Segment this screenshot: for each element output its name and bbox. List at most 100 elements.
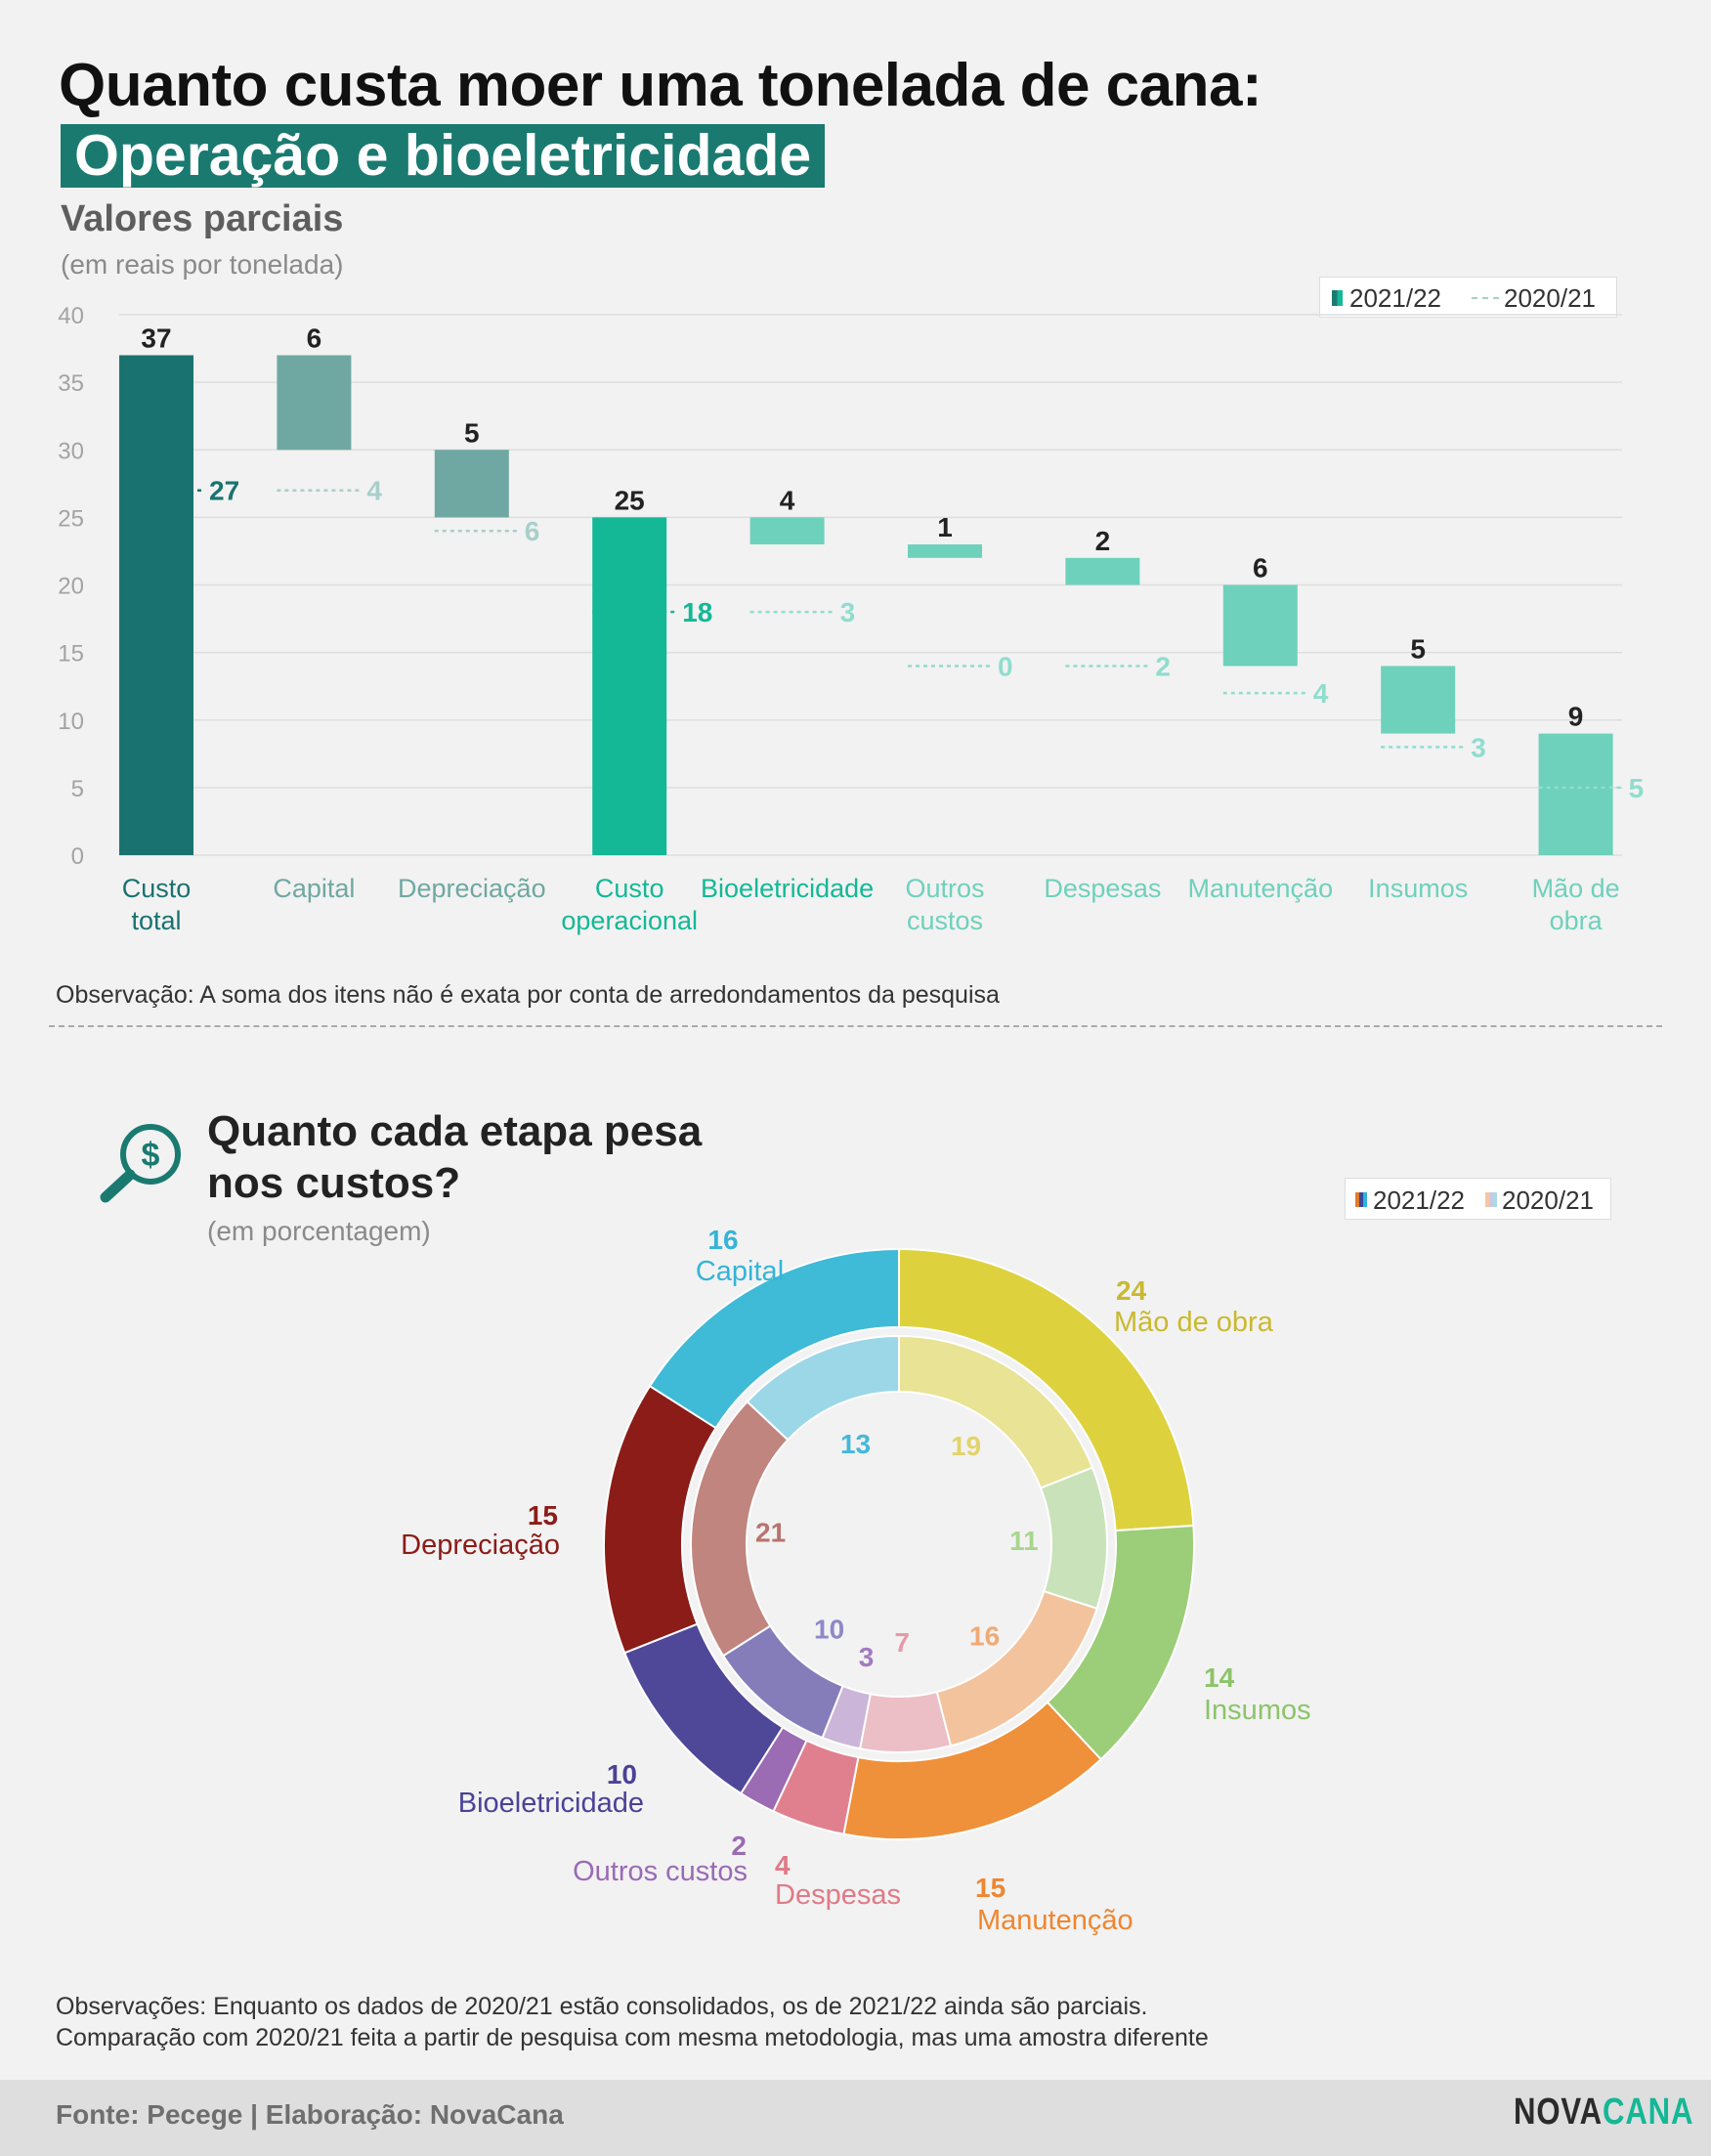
y-tick-label: 40 (58, 303, 84, 329)
donut-slice (858, 1690, 953, 1753)
x-tick-label: Capital (273, 874, 355, 903)
data-label: 37 (141, 323, 171, 353)
inner-value-label: 19 (951, 1431, 981, 1461)
y-tick-label: 15 (58, 641, 84, 668)
section2-unit: (em porcentagem) (207, 1216, 431, 1246)
legend-swatch-current (1332, 290, 1343, 306)
x-tick-label: Despesas (1044, 874, 1161, 903)
data-label: 6 (1253, 553, 1268, 583)
legend-label-previous: 2020/21 (1504, 283, 1596, 313)
section1-note: Observação: A soma dos itens não é exata… (56, 981, 1000, 1009)
x-tick-label: obra (1550, 906, 1604, 935)
legend-swatch-current (1355, 1192, 1367, 1207)
category-label: Mão de obra (1114, 1307, 1274, 1338)
data-label: 1 (937, 512, 953, 542)
outer-value-label: 24 (1116, 1275, 1147, 1306)
x-tick-label: Custo (122, 874, 192, 903)
bar (1222, 584, 1298, 667)
x-tick-label: Custo (595, 874, 664, 903)
section-divider (49, 1025, 1662, 1027)
previous-value-label: 18 (682, 597, 712, 627)
category-label: Outros custos (573, 1856, 748, 1887)
bar (119, 355, 193, 855)
previous-value-label: 5 (1629, 773, 1645, 803)
section1-unit: (em reais por tonelada) (61, 249, 344, 280)
category-label: Insumos (1204, 1695, 1311, 1726)
section1-heading: Valores parciais (61, 198, 344, 239)
bar (908, 544, 982, 558)
data-label: 5 (1410, 633, 1426, 664)
y-tick-label: 30 (58, 438, 84, 464)
category-label: Manutenção (977, 1905, 1134, 1936)
outer-value-label: 14 (1204, 1662, 1235, 1693)
data-label: 2 (1095, 526, 1111, 556)
previous-value-label: 2 (1155, 651, 1171, 681)
bar (749, 517, 825, 545)
data-label: 6 (307, 323, 322, 353)
data-label: 4 (780, 485, 795, 515)
inner-value-label: 21 (755, 1518, 786, 1548)
x-tick-label: Mão de (1532, 874, 1620, 903)
inner-value-label: 11 (1009, 1526, 1039, 1556)
outer-value-label: 10 (607, 1759, 637, 1789)
x-tick-label: Outros (905, 874, 984, 903)
bar (277, 355, 352, 451)
legend-swatch-previous (1485, 1192, 1497, 1207)
legend-label-current: 2021/22 (1373, 1186, 1465, 1215)
bar (1538, 733, 1613, 855)
legend-donut: 2021/22 2020/21 (1345, 1178, 1611, 1220)
previous-value-label: 0 (998, 651, 1013, 681)
data-label: 9 (1568, 702, 1584, 732)
bar (434, 450, 509, 518)
bar (1065, 557, 1140, 585)
donut-slice (898, 1247, 1195, 1532)
brand-part1: NOVA (1514, 2091, 1603, 2133)
y-tick-label: 5 (71, 776, 84, 802)
section2-note-line2: Comparação com 2020/21 feita a partir de… (56, 2024, 1209, 2051)
inner-value-label: 10 (814, 1614, 844, 1644)
svg-text:$: $ (142, 1137, 160, 1174)
x-tick-label: Bioeletricidade (701, 874, 874, 903)
outer-value-label: 4 (775, 1850, 791, 1880)
section2-note-line1: Observações: Enquanto os dados de 2020/2… (56, 1993, 1148, 2020)
legend-waterfall: 2021/22 2020/21 (1319, 277, 1617, 318)
x-tick-label: operacional (561, 906, 698, 935)
x-tick-label: total (131, 906, 181, 935)
chart-subtitle: Operação e bioeletricidade (74, 123, 812, 188)
outer-value-label: 2 (731, 1831, 747, 1861)
y-tick-label: 35 (58, 370, 84, 397)
y-tick-label: 20 (58, 574, 84, 600)
inner-value-label: 3 (859, 1642, 875, 1672)
donut-slice (648, 1247, 900, 1430)
previous-value-label: 4 (366, 476, 382, 506)
waterfall-chart: 05101520253035403727Custototal64Capital5… (58, 303, 1645, 935)
inner-value-label: 7 (894, 1627, 910, 1658)
x-tick-label: Insumos (1368, 874, 1468, 903)
inner-value-label: 13 (840, 1429, 871, 1459)
brand-logo: NOVACANA (1514, 2091, 1693, 2134)
section2-heading: Quanto cada etapa pesa nos custos? (207, 1107, 703, 1207)
x-tick-label: Depreciação (398, 874, 546, 903)
subtitle-banner: Operação e bioeletricidade (61, 123, 826, 188)
data-label: 5 (464, 417, 480, 448)
outer-value-label: 15 (528, 1500, 558, 1531)
x-tick-label: Manutenção (1187, 874, 1333, 903)
category-label: Capital (696, 1256, 784, 1287)
donut-slice (746, 1334, 900, 1442)
section2-note: Observações: Enquanto os dados de 2020/2… (56, 1991, 1209, 2053)
source-credit: Fonte: Pecege | Elaboração: NovaCana (56, 2099, 564, 2130)
legend-swatch-previous (1472, 297, 1499, 299)
chart-title: Quanto custa moer uma tonelada de cana: (59, 52, 1262, 119)
donut-slice (1039, 1466, 1108, 1611)
category-label: Depreciação (401, 1530, 560, 1561)
category-label: Despesas (775, 1879, 901, 1911)
previous-value-label: 3 (1471, 732, 1486, 762)
bar (592, 517, 667, 855)
data-label: 25 (615, 485, 645, 515)
previous-value-label: 3 (840, 597, 856, 627)
y-tick-label: 0 (71, 843, 84, 870)
category-label: Bioeletricidade (458, 1788, 644, 1819)
previous-value-label: 4 (1313, 678, 1329, 709)
y-tick-label: 10 (58, 709, 84, 735)
